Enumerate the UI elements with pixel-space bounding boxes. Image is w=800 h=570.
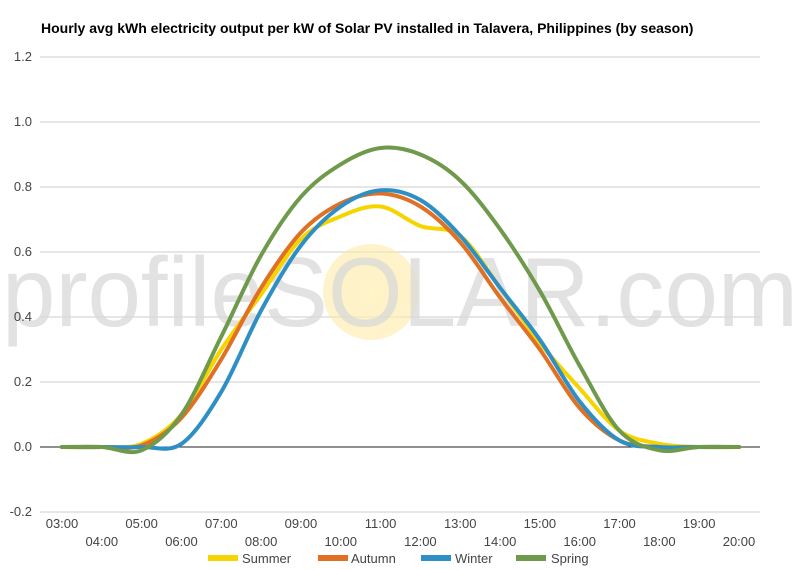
series-lines	[60, 145, 741, 455]
x-tick-label: 06:00	[165, 534, 198, 549]
series-line-spring	[60, 145, 741, 455]
watermark: profileSOLAR.com	[2, 237, 798, 347]
x-tick-label: 19:00	[683, 516, 716, 531]
x-tick-label: 16:00	[563, 534, 596, 549]
x-tick-label: 09:00	[285, 516, 318, 531]
legend-swatch-winter	[421, 555, 451, 561]
y-tick-label: 0.6	[14, 244, 32, 259]
x-tick-label: 04:00	[86, 534, 119, 549]
legend-swatch-spring	[516, 555, 546, 561]
legend-label-spring: Spring	[551, 551, 589, 566]
y-axis-ticks: -0.2 0.0 0.2 0.4 0.6 0.8 1.0 1.2	[10, 49, 32, 519]
series-line-winter	[60, 188, 741, 451]
x-tick-label: 07:00	[205, 516, 238, 531]
legend-swatch-autumn	[318, 555, 348, 561]
y-tick-label: -0.2	[10, 504, 32, 519]
x-axis-ticks: 03:00 04:00 05:00 06:00 07:00 08:00 09:00 10:00…	[46, 516, 756, 549]
x-tick-label: 11:00	[365, 516, 397, 531]
watermark-text: profileSOLAR.com	[2, 237, 798, 347]
y-tick-label: 0.8	[14, 179, 32, 194]
x-tick-label: 20:00	[723, 534, 756, 549]
x-tick-label: 18:00	[643, 534, 676, 549]
y-tick-label: 1.0	[14, 114, 32, 129]
legend-swatch-summer	[208, 555, 238, 561]
x-tick-label: 12:00	[404, 534, 437, 549]
x-tick-label: 05:00	[125, 516, 158, 531]
x-tick-label: 15:00	[524, 516, 557, 531]
x-tick-label: 08:00	[245, 534, 278, 549]
y-tick-label: 0.4	[14, 309, 32, 324]
chart-title: Hourly avg kWh electricity output per kW…	[41, 20, 693, 36]
legend: Summer Autumn Winter Spring	[208, 551, 589, 566]
legend-label-winter: Winter	[455, 551, 493, 566]
y-tick-label: 0.0	[14, 439, 32, 454]
y-tick-label: 1.2	[14, 49, 32, 64]
watermark-sun-logo	[323, 244, 419, 340]
x-tick-label: 03:00	[46, 516, 79, 531]
y-tick-label: 0.2	[14, 374, 32, 389]
legend-label-autumn: Autumn	[351, 551, 396, 566]
x-tick-label: 10:00	[324, 534, 357, 549]
x-tick-label: 17:00	[603, 516, 636, 531]
x-tick-label: 14:00	[484, 534, 517, 549]
x-tick-label: 13:00	[444, 516, 477, 531]
legend-label-summer: Summer	[242, 551, 292, 566]
